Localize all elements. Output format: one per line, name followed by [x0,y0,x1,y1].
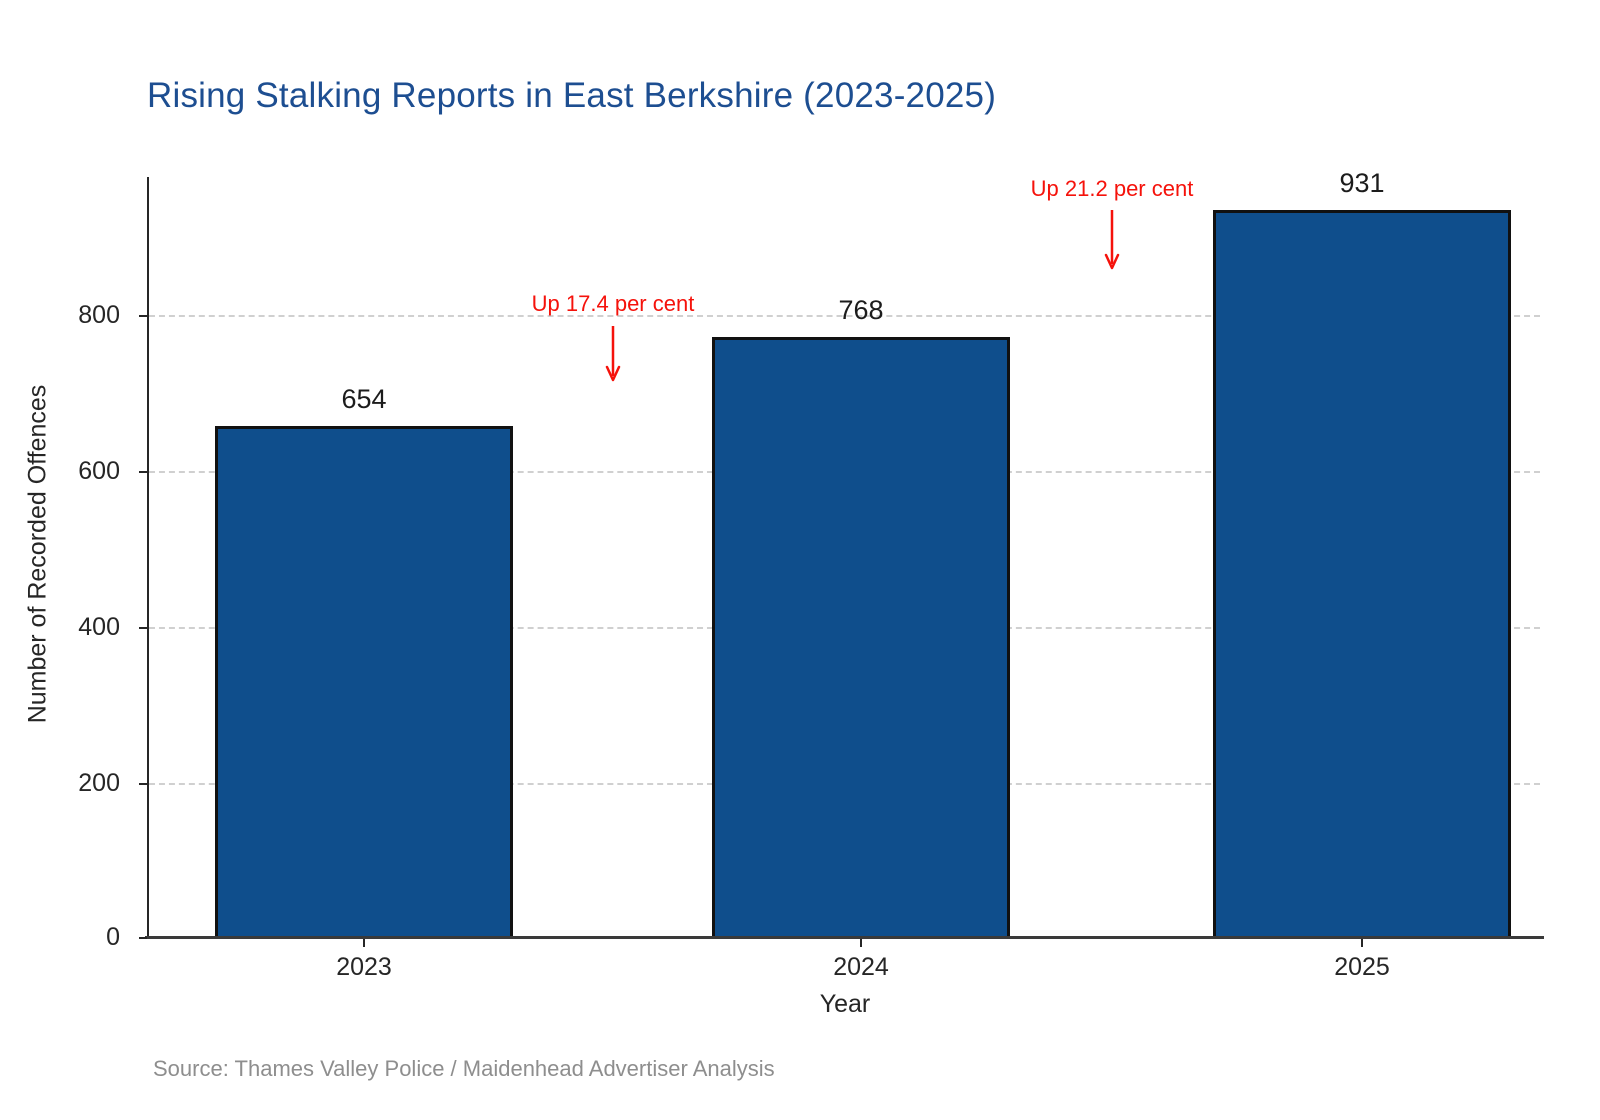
y-axis-title: Number of Recorded Offences [23,384,52,724]
x-tick-2024 [860,939,862,947]
bar-value-label-2024: 768 [838,295,884,325]
plot-area: 654 768 931 0 200 400 600 800 2023 2024 … [78,170,1544,981]
x-tick-2023 [363,939,365,947]
y-tick-label-200: 200 [78,769,120,797]
x-tick-label-2025: 2025 [1334,953,1390,981]
bar-value-label-2025: 931 [1339,168,1385,198]
y-tick-800 [139,315,147,317]
annotation-up-21-2: Up 21.2 per cent [1030,176,1194,201]
source-note: Source: Thames Valley Police / Maidenhea… [153,1056,775,1081]
annotation-up-17-4: Up 17.4 per cent [531,291,695,316]
bar-2023 [215,426,513,936]
y-tick-400 [139,627,147,629]
bar-2025 [1213,210,1511,936]
y-tick-label-600: 600 [78,457,120,485]
down-arrow-icon [604,326,622,387]
gridline-800 [149,315,1540,317]
x-axis-spine [145,936,1544,939]
bar-2024 [712,337,1010,936]
x-tick-label-2023: 2023 [336,953,392,981]
y-tick-200 [139,783,147,785]
x-tick-2025 [1361,939,1363,947]
down-arrow-icon [1103,210,1121,275]
y-tick-label-400: 400 [78,613,120,641]
y-tick-0 [139,937,147,939]
y-tick-label-0: 0 [106,923,120,951]
x-tick-label-2024: 2024 [833,953,889,981]
chart-title: Rising Stalking Reports in East Berkshir… [147,76,997,115]
y-tick-600 [139,471,147,473]
x-axis-title: Year [819,990,871,1018]
y-axis-spine [147,177,149,939]
bar-value-label-2023: 654 [341,384,387,414]
y-tick-label-800: 800 [78,301,120,329]
